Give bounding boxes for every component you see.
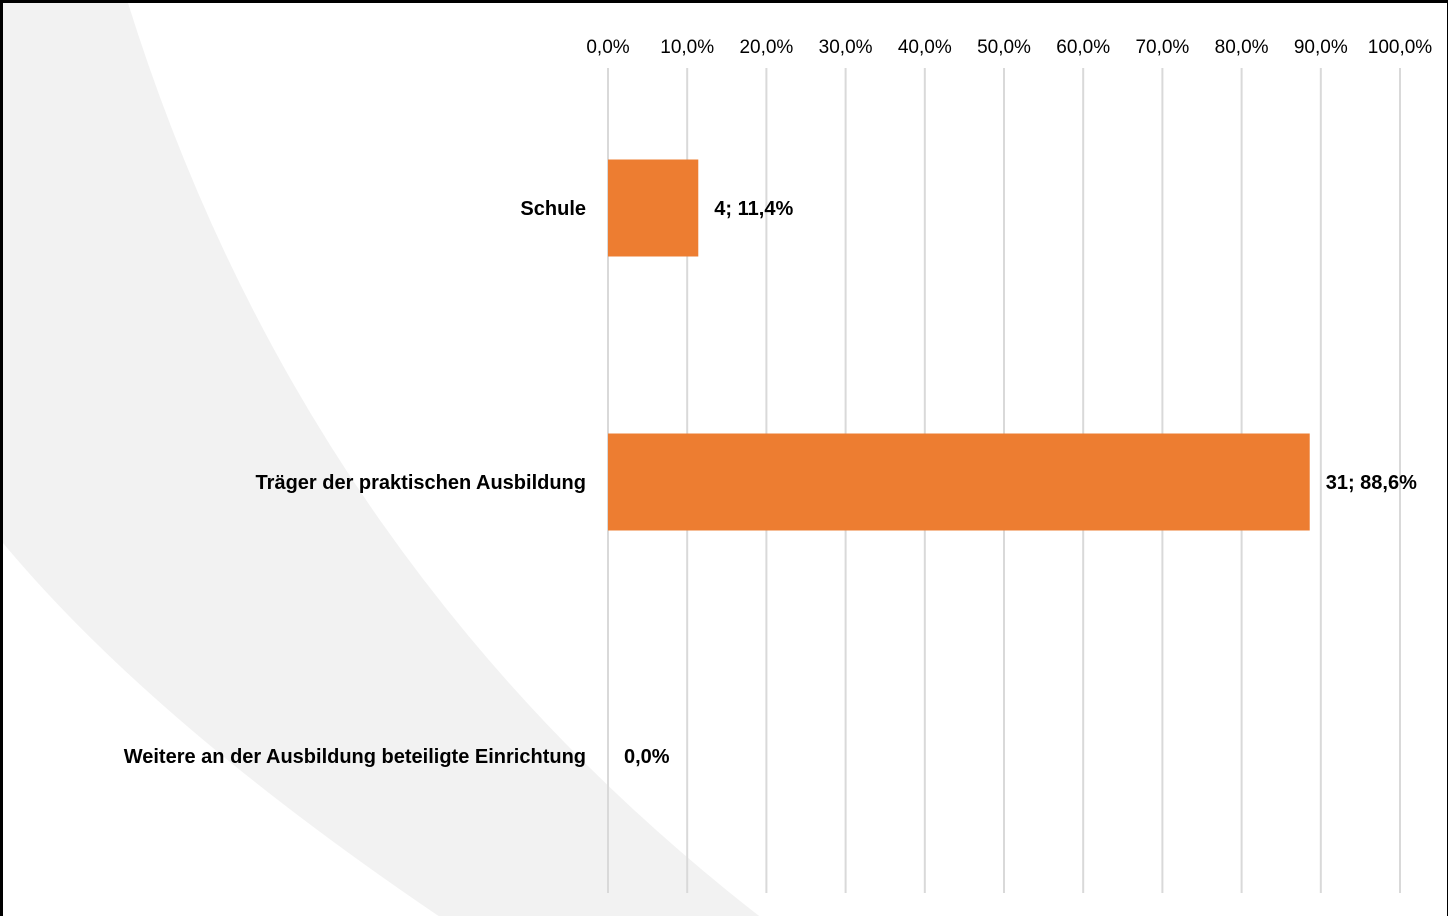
x-tick-label: 10,0% <box>660 37 714 58</box>
bar <box>608 159 699 257</box>
category-label: Schule <box>520 198 586 220</box>
category-label: Träger der praktischen Ausbildung <box>256 472 586 494</box>
x-tick-label: 40,0% <box>898 37 952 58</box>
x-tick-label: 50,0% <box>977 37 1031 58</box>
x-tick-label: 60,0% <box>1056 37 1110 58</box>
bar-chart: 0,0% 10,0% 20,0% 30,0% 40,0% 50,0% 60,0% 70,0% 8… <box>124 37 1433 893</box>
x-tick-label: 70,0% <box>1135 37 1189 58</box>
category-label: Weitere an der Ausbildung beteiligte Ein… <box>124 746 586 768</box>
x-tick-label: 80,0% <box>1215 37 1269 58</box>
bar <box>608 433 1310 531</box>
x-tick-label: 0,0% <box>586 37 629 58</box>
background-swoosh <box>3 3 760 916</box>
x-tick-label: 90,0% <box>1294 37 1348 58</box>
data-label: 31; 88,6% <box>1326 472 1417 494</box>
x-tick-label: 100,0% <box>1368 37 1433 58</box>
x-tick-label: 20,0% <box>739 37 793 58</box>
data-label: 4; 11,4% <box>714 198 793 220</box>
data-label: 0,0% <box>624 746 670 768</box>
x-tick-label: 30,0% <box>819 37 873 58</box>
